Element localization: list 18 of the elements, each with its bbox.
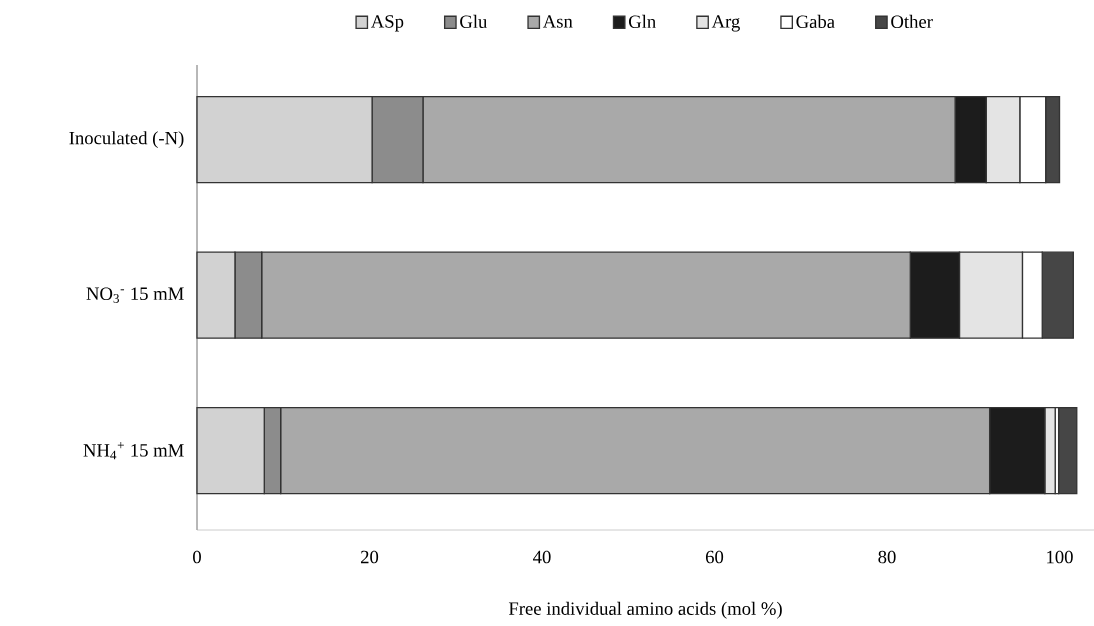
legend-label: Asn <box>542 15 573 28</box>
y-tick-label: NH$_{4}$$^{+}$ 15 mM <box>83 442 184 460</box>
x-tick-label: 60 <box>705 550 724 564</box>
x-tick-label: 20 <box>360 550 379 564</box>
legend-label: Glu <box>460 14 488 28</box>
legend-label: Gln <box>628 14 656 28</box>
y-tick-label: Inoculated (-N) <box>69 131 184 149</box>
x-tick-label: 0 <box>193 550 201 564</box>
x-tick-label: 80 <box>878 550 896 564</box>
x-axis-title: Free individual amino acids (mol %) <box>508 601 782 619</box>
bar <box>1057 407 1078 495</box>
y-tick-label: NO$_{3}$$^{-}$ 15 mM <box>86 287 184 303</box>
legend-label: Other <box>891 14 933 28</box>
legend-label: ASp <box>370 15 404 32</box>
legend-label: Gaba <box>796 14 835 28</box>
x-tick-label: 100 <box>1047 550 1073 564</box>
legend-label: Arg <box>711 15 740 32</box>
x-tick-label: 40 <box>533 550 551 564</box>
